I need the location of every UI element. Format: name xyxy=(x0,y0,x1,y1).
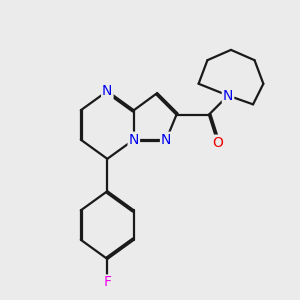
Text: O: O xyxy=(212,136,223,150)
Text: N: N xyxy=(102,84,112,98)
Text: N: N xyxy=(129,133,139,147)
Text: F: F xyxy=(103,275,111,290)
Text: N: N xyxy=(223,88,233,103)
Text: N: N xyxy=(161,133,171,147)
